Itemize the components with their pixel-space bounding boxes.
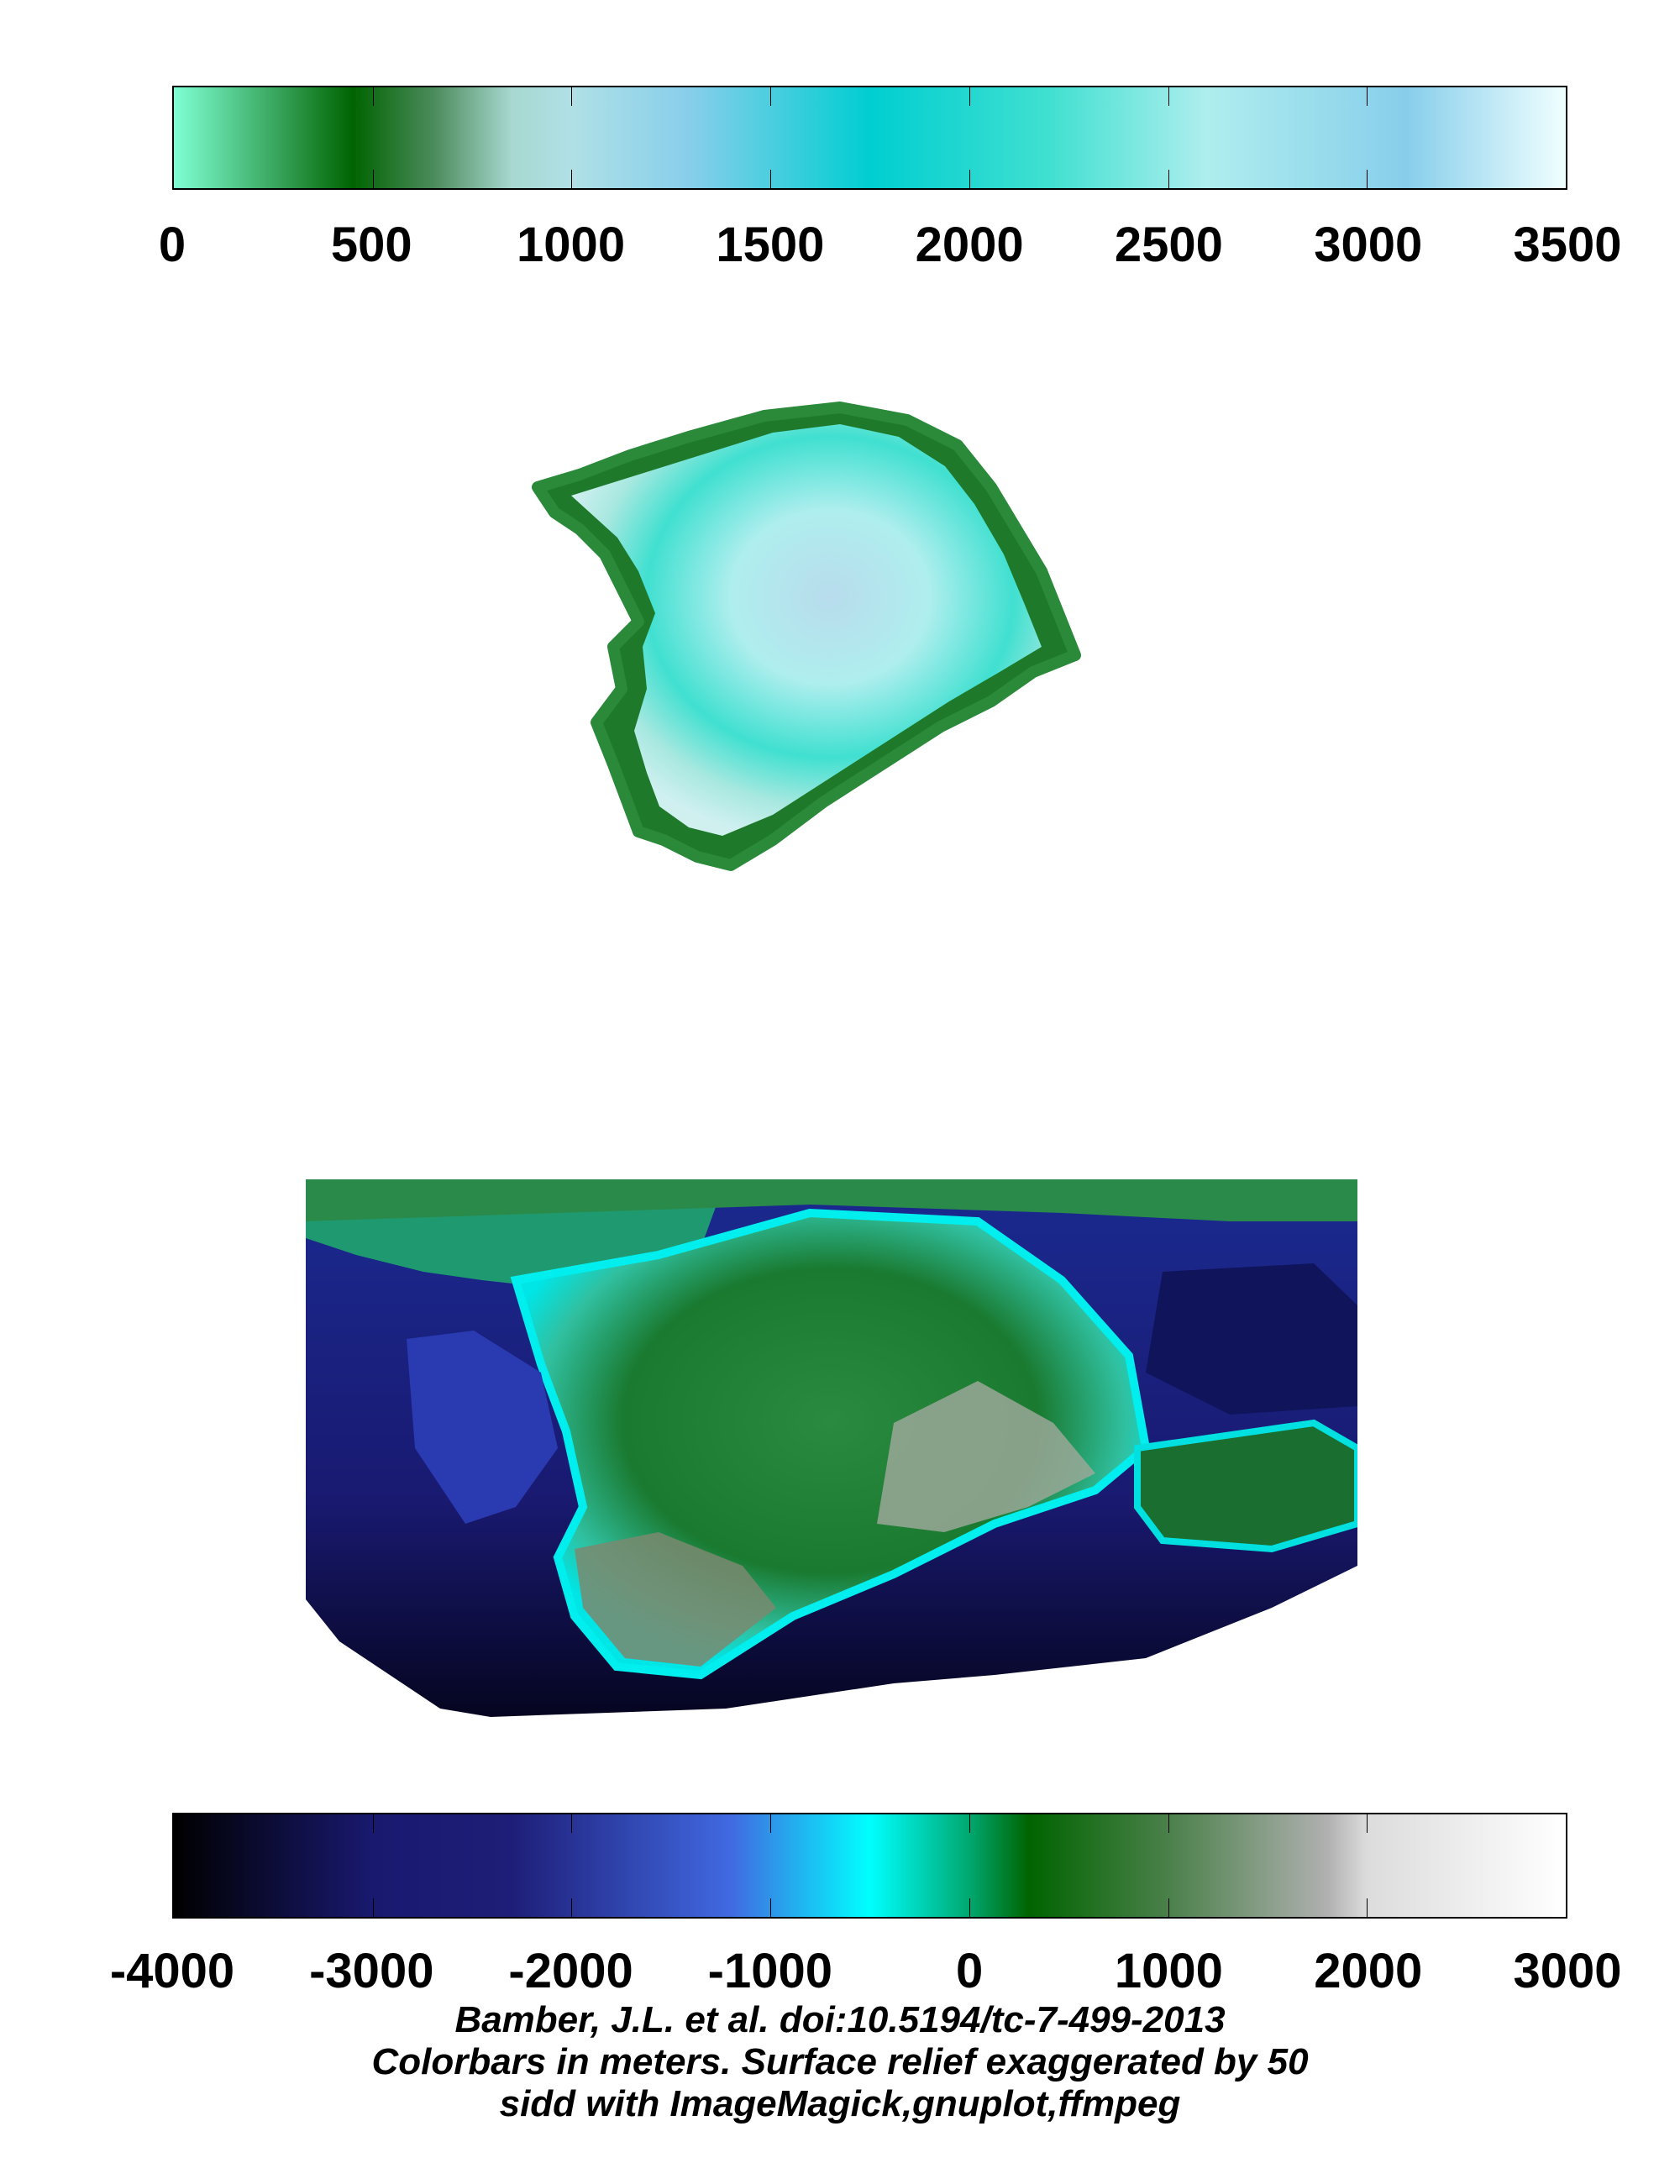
- highlands-south: [575, 1532, 776, 1667]
- basin-northeast: [1146, 1263, 1357, 1415]
- colorbar-tick-label: 3000: [1314, 218, 1423, 272]
- colorbar-tick-label: 2500: [1114, 218, 1223, 272]
- colorbar-tick-mark: [1168, 87, 1169, 106]
- colorbar-tick-mark: [372, 87, 374, 106]
- colorbar-tick-label: 1500: [716, 218, 825, 272]
- credits-line: sidd with ImageMagick,gnuplot,ffmpeg: [499, 2083, 1181, 2124]
- bedrock-elevation-colorbar: [172, 1813, 1567, 1919]
- colorbar-tick-mark: [770, 1814, 772, 1833]
- colorbar-tick-mark: [1168, 1814, 1169, 1833]
- colorbar-tick-mark: [1168, 1898, 1169, 1917]
- colorbar-tick-mark: [571, 87, 573, 106]
- colorbar-tick-label: 3500: [1513, 218, 1622, 272]
- colorbar-tick-mark: [969, 1898, 970, 1917]
- colorbar-tick-label: 2000: [915, 218, 1024, 272]
- colorbar-tick-label: 0: [158, 218, 186, 272]
- colorbar-tick-mark: [770, 87, 772, 106]
- highlands-east: [877, 1381, 1095, 1532]
- colorbar-tick-mark: [372, 1814, 374, 1833]
- colorbar-tick-label: 500: [330, 218, 412, 272]
- units-note-line: Colorbars in meters. Surface relief exag…: [371, 2041, 1309, 2082]
- surface-elevation-colorbar: [172, 86, 1567, 190]
- channel-west: [407, 1331, 558, 1524]
- colorbar-tick-mark: [372, 1898, 374, 1917]
- colorbar-tick-label: 3000: [1513, 1944, 1622, 1998]
- ice-sheet: [571, 424, 1042, 836]
- colorbar-tick-mark: [1367, 1814, 1368, 1833]
- colorbar-tick-mark: [1367, 170, 1368, 188]
- colorbar-tick-label: 1000: [1114, 1944, 1223, 1998]
- colorbar-tick-mark: [770, 170, 772, 188]
- colorbar-tick-mark: [571, 1898, 573, 1917]
- colorbar-tick-mark: [770, 1898, 772, 1917]
- greenland-surface-elevation-map: [532, 402, 1081, 871]
- colorbar-tick-label: -4000: [109, 1944, 235, 1998]
- colorbar-tick-label: -2000: [508, 1944, 633, 1998]
- colorbar-tick-mark: [969, 1814, 970, 1833]
- colorbar-tick-mark: [1367, 87, 1368, 106]
- colorbar-tick-label: 1000: [517, 218, 626, 272]
- north-ridge: [306, 1179, 1357, 1221]
- colorbar-tick-mark: [571, 170, 573, 188]
- colorbar-tick-mark: [372, 170, 374, 188]
- colorbar-tick-mark: [1367, 1898, 1368, 1917]
- colorbar-tick-mark: [1168, 170, 1169, 188]
- citation-line: Bamber, J.L. et al. doi:10.5194/tc-7-499…: [454, 1999, 1226, 2040]
- island-east: [1134, 1419, 1357, 1553]
- colorbar-tick-label: -3000: [309, 1944, 434, 1998]
- colorbar-tick-label: 2000: [1314, 1944, 1423, 1998]
- colorbar-tick-label: -1000: [707, 1944, 833, 1998]
- colorbar-tick-label: 0: [956, 1944, 984, 1998]
- colorbar-tick-mark: [571, 1814, 573, 1833]
- colorbar-tick-mark: [969, 170, 970, 188]
- greenland-bedrock-elevation-map: [306, 1179, 1357, 1717]
- colorbar-tick-mark: [969, 87, 970, 106]
